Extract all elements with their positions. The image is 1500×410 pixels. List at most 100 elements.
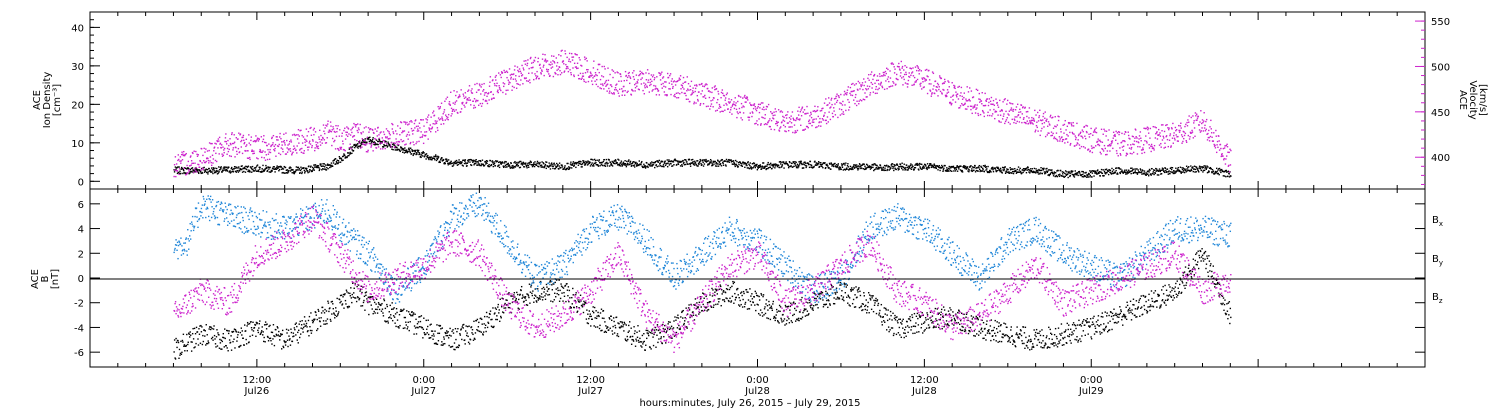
velocity-point <box>880 81 882 84</box>
velocity-point <box>669 74 671 77</box>
velocity-point <box>912 67 914 69</box>
density-point <box>763 166 765 168</box>
velocity-point <box>228 155 231 157</box>
density-point <box>467 159 469 162</box>
velocity-point <box>970 108 972 111</box>
density-point <box>543 166 546 168</box>
velocity-point <box>668 88 670 90</box>
density-point <box>339 157 341 159</box>
velocity-point <box>1148 147 1151 149</box>
velocity-point <box>728 98 730 100</box>
velocity-point <box>224 137 227 139</box>
velocity-point <box>1114 133 1116 136</box>
velocity-point <box>631 89 633 91</box>
velocity-point <box>950 96 952 98</box>
velocity-point <box>629 76 631 78</box>
velocity-point <box>981 109 984 112</box>
density-point <box>1089 171 1092 173</box>
density-point <box>544 163 547 166</box>
density-point <box>921 163 923 166</box>
velocity-point <box>983 115 986 118</box>
density-point <box>946 167 948 169</box>
velocity-point <box>1198 124 1200 126</box>
velocity-point <box>351 131 353 134</box>
velocity-point <box>647 81 649 84</box>
velocity-point <box>515 87 518 89</box>
velocity-point <box>316 147 318 149</box>
velocity-point <box>295 149 297 151</box>
density-point <box>424 155 426 157</box>
velocity-point <box>641 71 643 74</box>
density-point <box>270 169 273 172</box>
velocity-point <box>1062 124 1064 126</box>
density-point <box>318 166 320 169</box>
velocity-point <box>1183 137 1185 140</box>
density-point <box>1044 171 1046 173</box>
density-point <box>243 167 245 170</box>
density-point <box>213 172 216 174</box>
velocity-point <box>1130 144 1132 146</box>
velocity-point <box>747 99 749 101</box>
velocity-point <box>1199 131 1202 133</box>
density-point <box>930 166 933 169</box>
velocity-point <box>788 126 790 128</box>
density-point <box>707 160 710 162</box>
velocity-point <box>1069 142 1072 145</box>
density-point <box>579 163 582 165</box>
density-point <box>263 170 265 172</box>
velocity-point <box>1054 125 1056 127</box>
density-point <box>836 166 838 169</box>
velocity-point <box>309 143 312 145</box>
density-point <box>354 144 356 147</box>
density-point <box>1089 174 1091 177</box>
density-point <box>322 165 325 167</box>
density-point <box>1170 171 1172 173</box>
velocity-point <box>1195 119 1197 121</box>
density-point <box>698 163 700 166</box>
density-point <box>843 162 845 165</box>
velocity-point <box>503 83 506 85</box>
velocity-point <box>861 82 864 84</box>
velocity-point <box>792 117 794 119</box>
velocity-point <box>820 109 823 112</box>
velocity-point <box>483 94 486 96</box>
density-point <box>999 170 1001 173</box>
velocity-point <box>362 143 365 146</box>
density-point <box>571 167 573 169</box>
density-point <box>514 160 516 163</box>
velocity-point <box>502 82 504 84</box>
velocity-point <box>691 93 693 95</box>
velocity-point <box>210 161 212 164</box>
density-point <box>666 162 668 165</box>
density-point <box>866 166 868 169</box>
velocity-point <box>1082 146 1085 148</box>
velocity-point <box>488 85 491 87</box>
velocity-point <box>286 147 288 149</box>
velocity-point <box>1072 125 1075 127</box>
density-point <box>481 163 483 165</box>
density-point <box>1183 168 1185 170</box>
velocity-point <box>855 93 857 96</box>
velocity-point <box>485 100 488 102</box>
velocity-point <box>185 152 187 155</box>
velocity-point <box>662 76 665 78</box>
density-point <box>452 164 455 166</box>
velocity-point <box>451 113 453 115</box>
density-point <box>568 167 571 170</box>
velocity-point <box>752 104 754 106</box>
density-point <box>280 166 283 168</box>
density-point <box>609 161 612 164</box>
velocity-point <box>770 119 773 122</box>
velocity-point <box>785 117 788 119</box>
velocity-point <box>1069 144 1071 146</box>
density-point <box>1017 166 1020 168</box>
velocity-point <box>690 80 693 83</box>
density-point <box>1035 168 1037 170</box>
density-point <box>852 168 854 171</box>
velocity-point <box>973 106 975 108</box>
velocity-point <box>826 104 828 107</box>
velocity-point <box>829 118 832 121</box>
velocity-point <box>1073 133 1075 135</box>
density-point <box>548 166 550 168</box>
velocity-point <box>555 65 558 67</box>
